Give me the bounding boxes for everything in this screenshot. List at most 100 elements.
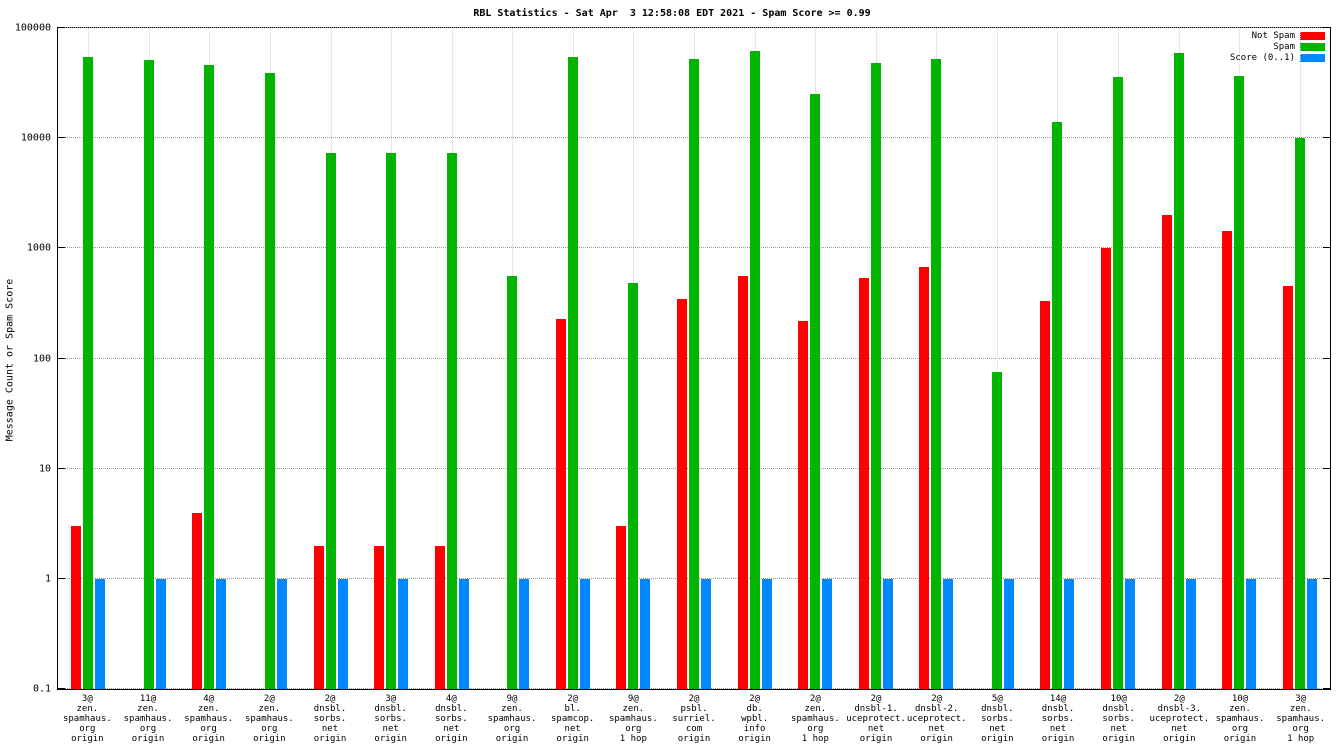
bar-not-spam	[798, 320, 809, 689]
y-tick-label: 1	[44, 573, 51, 585]
bar-score-0-1-	[943, 578, 954, 689]
bar-score-0-1-	[640, 578, 651, 689]
bar-not-spam	[434, 545, 445, 689]
bar-spam	[143, 60, 154, 689]
y-tick-mark	[58, 247, 65, 249]
bar-not-spam	[737, 276, 748, 689]
x-tick-label: 2@ dnsbl-2. uceprotect. net origin	[906, 694, 967, 744]
bar-not-spam	[374, 545, 385, 689]
bar-spam	[446, 153, 457, 689]
bar-score-0-1-	[1125, 578, 1135, 689]
x-tick-label: 4@ dnsbl. sorbs. net origin	[435, 694, 468, 744]
y-tick-mark	[58, 137, 65, 139]
bar-score-0-1-	[761, 578, 772, 689]
y-tick-mark	[58, 688, 65, 689]
x-tick-label: 2@ dnsbl-1. uceprotect. net origin	[846, 694, 906, 744]
y-tick-mark	[58, 467, 65, 469]
bar-score-0-1-	[337, 578, 348, 689]
bar-spam	[325, 153, 336, 689]
y-tick-mark	[58, 577, 65, 579]
bar-score-0-1-	[882, 578, 893, 689]
y-tick-label: 10000	[20, 132, 51, 144]
y-tick-mark	[58, 27, 65, 28]
bar-spam	[204, 65, 215, 689]
bar-spam	[1294, 138, 1305, 689]
x-tick-label: 2@ zen. spamhaus. org origin	[244, 694, 294, 744]
legend: Not Spam Spam Score (0..1)	[1230, 31, 1325, 63]
legend-row: Score (0..1)	[1230, 53, 1325, 63]
x-tick-label: 2@ db. wpbl. info origin	[738, 694, 771, 744]
legend-row: Spam	[1230, 42, 1325, 52]
bar-spam	[264, 73, 275, 689]
bar-not-spam	[555, 318, 566, 689]
bar-not-spam	[1040, 301, 1051, 689]
x-tick-label: 2@ dnsbl-3. uceprotect. net origin	[1149, 694, 1210, 744]
bar-spam	[386, 153, 397, 689]
legend-swatch	[1300, 32, 1325, 40]
bar-score-0-1-	[458, 578, 469, 689]
bar-score-0-1-	[1246, 578, 1257, 689]
bar-score-0-1-	[95, 578, 106, 689]
x-tick-label: 3@ zen. spamhaus. org origin	[62, 694, 112, 744]
x-tick-label: 9@ zen. spamhaus. org origin	[487, 694, 537, 744]
x-axis-labels: 3@ zen. spamhaus. org origin 11@ zen. spa…	[57, 694, 1331, 750]
bar-not-spam	[313, 545, 324, 689]
bar-spam	[810, 94, 821, 689]
x-tick-label: 2@ zen. spamhaus. org 1 hop	[790, 694, 840, 744]
legend-swatch	[1300, 43, 1325, 51]
bar-score-0-1-	[1003, 578, 1014, 689]
bar-score-0-1-	[398, 578, 409, 689]
bar-not-spam	[677, 298, 687, 689]
bar-score-0-1-	[216, 578, 227, 689]
y-tick-label: 100	[32, 353, 51, 364]
bar-score-0-1-	[1064, 578, 1075, 689]
bar-not-spam	[71, 526, 82, 689]
x-tick-label: 2@ bl. spamcop. net origin	[550, 694, 595, 744]
bar-not-spam	[192, 512, 203, 689]
y-tick-mark	[58, 357, 65, 359]
h-gridline	[58, 27, 1330, 28]
y-tick-label: 10	[38, 463, 51, 475]
y-tick-label: 100000	[14, 22, 51, 34]
bar-not-spam	[858, 277, 869, 689]
bar-spam	[689, 59, 699, 689]
bar-score-0-1-	[701, 578, 711, 689]
x-tick-label: 2@ dnsbl. sorbs. net origin	[313, 694, 347, 744]
legend-label: Spam	[1273, 42, 1295, 52]
bar-score-0-1-	[519, 578, 530, 689]
y-tick-mark	[1323, 577, 1330, 579]
bar-spam	[991, 372, 1002, 689]
bar-not-spam	[1282, 285, 1293, 689]
bar-spam	[1173, 53, 1184, 689]
bar-spam	[1052, 122, 1063, 689]
legend-row: Not Spam	[1230, 31, 1325, 41]
y-axis-label: Message Count or Spam Score	[4, 278, 16, 442]
y-tick-label: 1000	[26, 242, 51, 254]
bar-not-spam	[616, 526, 627, 689]
bar-score-0-1-	[1306, 578, 1317, 689]
y-tick-mark	[1323, 27, 1330, 28]
x-tick-label: 4@ zen. spamhaus. org origin	[184, 694, 234, 744]
y-tick-mark	[1323, 247, 1330, 249]
y-tick-mark	[1323, 688, 1330, 689]
bar-not-spam	[1161, 215, 1172, 689]
x-tick-label: 10@ dnsbl. sorbs. net origin	[1102, 694, 1135, 744]
x-tick-label: 3@ dnsbl. sorbs. net origin	[374, 694, 407, 744]
bar-score-0-1-	[579, 578, 590, 689]
x-tick-label: 3@ zen. spamhaus. org 1 hop	[1276, 694, 1326, 744]
bar-score-0-1-	[276, 578, 287, 689]
bar-spam	[567, 56, 578, 689]
bar-spam	[507, 276, 518, 689]
chart-title: RBL Statistics - Sat Apr 3 12:58:08 EDT …	[473, 8, 871, 19]
bar-spam	[628, 283, 639, 689]
bar-score-0-1-	[1185, 578, 1196, 689]
bar-not-spam	[1101, 248, 1111, 689]
bar-spam	[83, 56, 94, 689]
legend-label: Score (0..1)	[1229, 53, 1295, 63]
legend-swatch	[1300, 54, 1325, 62]
x-tick-label: 14@ dnsbl. sorbs. net origin	[1041, 694, 1075, 744]
bar-not-spam	[1222, 230, 1233, 689]
bar-score-0-1-	[155, 578, 166, 689]
y-tick-mark	[1323, 467, 1330, 469]
y-tick-mark	[1323, 357, 1330, 359]
